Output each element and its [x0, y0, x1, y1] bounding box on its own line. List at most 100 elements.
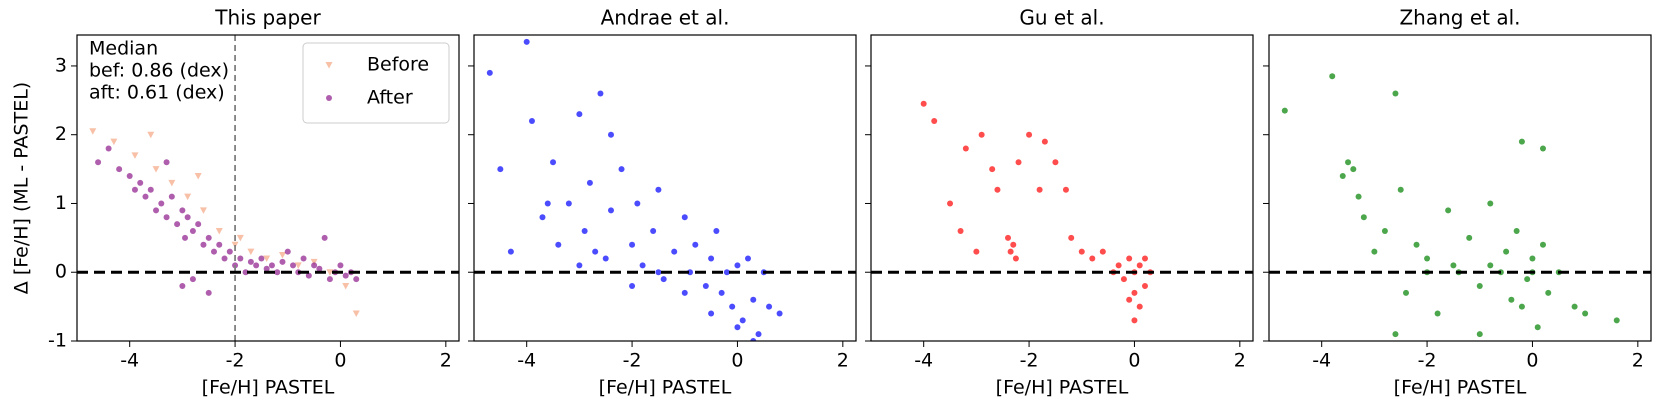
point	[1010, 241, 1017, 248]
point	[973, 248, 980, 255]
point	[158, 200, 165, 207]
point	[284, 248, 291, 255]
point	[718, 289, 725, 296]
point	[1041, 138, 1048, 145]
point	[305, 272, 312, 279]
x-tick-label: -2	[226, 350, 245, 372]
point	[607, 207, 614, 214]
point	[634, 200, 641, 207]
point	[237, 255, 244, 262]
point	[729, 303, 736, 310]
point	[1141, 255, 1148, 262]
point	[1329, 73, 1336, 80]
point	[550, 159, 557, 166]
point	[311, 262, 318, 269]
point	[1120, 276, 1127, 283]
point	[734, 324, 741, 331]
point	[592, 248, 599, 255]
point	[681, 214, 688, 221]
point	[1078, 248, 1085, 255]
point	[1513, 227, 1520, 234]
point	[1445, 207, 1452, 214]
point	[253, 262, 260, 269]
point	[182, 234, 189, 241]
point	[629, 241, 636, 248]
point	[581, 227, 588, 234]
point	[739, 317, 746, 324]
point	[1545, 289, 1552, 296]
point	[755, 331, 762, 338]
point	[713, 227, 720, 234]
point	[1571, 303, 1578, 310]
legend-marker	[326, 95, 332, 101]
point	[226, 248, 233, 255]
point	[692, 241, 699, 248]
point	[1539, 145, 1546, 152]
point	[1534, 324, 1541, 331]
point	[1089, 255, 1096, 262]
point	[744, 255, 751, 262]
plot-area	[474, 38, 856, 341]
point	[607, 131, 614, 138]
point	[1392, 331, 1399, 338]
x-tick-label: -2	[1020, 350, 1039, 372]
point	[147, 186, 154, 193]
point	[352, 310, 360, 317]
point	[337, 262, 344, 269]
point	[184, 214, 191, 221]
point	[708, 310, 715, 317]
point	[168, 179, 176, 187]
point	[1126, 296, 1133, 303]
point	[1068, 234, 1075, 241]
point	[168, 193, 175, 200]
point	[199, 207, 207, 214]
point	[723, 269, 730, 276]
point	[131, 152, 139, 159]
point	[231, 241, 239, 249]
x-tick-label: 0	[1526, 350, 1538, 372]
point	[655, 186, 662, 193]
point	[1503, 248, 1510, 255]
point	[137, 179, 144, 186]
y-tick-label: -1	[48, 330, 67, 352]
legend-label: Before	[367, 54, 429, 76]
panel-title: Andrae et al.	[601, 6, 730, 30]
point	[200, 241, 207, 248]
point	[163, 214, 170, 221]
point	[1487, 200, 1494, 207]
point	[576, 111, 583, 118]
point	[1036, 186, 1043, 193]
x-tick-label: 2	[440, 350, 452, 372]
point	[1026, 131, 1033, 138]
point	[263, 255, 271, 262]
point	[126, 172, 133, 179]
point	[236, 234, 244, 242]
point	[528, 117, 535, 124]
x-tick-label: -2	[623, 350, 642, 372]
legend-box	[302, 42, 450, 124]
panel-title: Gu et al.	[1019, 6, 1104, 30]
point	[671, 248, 678, 255]
point	[650, 227, 657, 234]
legend-label: After	[367, 87, 413, 109]
point	[152, 166, 160, 173]
point	[294, 262, 302, 269]
plot-area	[77, 35, 459, 341]
point	[279, 258, 286, 265]
annotation: Median	[89, 38, 158, 60]
x-axis-label: [Fe/H] PASTEL	[202, 377, 335, 399]
point	[1099, 248, 1106, 255]
point	[1371, 248, 1378, 255]
point	[486, 69, 493, 76]
point	[1381, 227, 1388, 234]
axes-frame	[1268, 34, 1652, 342]
point	[957, 227, 964, 234]
point	[1424, 255, 1431, 262]
point	[1062, 186, 1069, 193]
point	[1007, 248, 1014, 255]
point	[221, 255, 228, 262]
point	[290, 262, 297, 269]
point	[1360, 214, 1367, 221]
point	[750, 296, 757, 303]
